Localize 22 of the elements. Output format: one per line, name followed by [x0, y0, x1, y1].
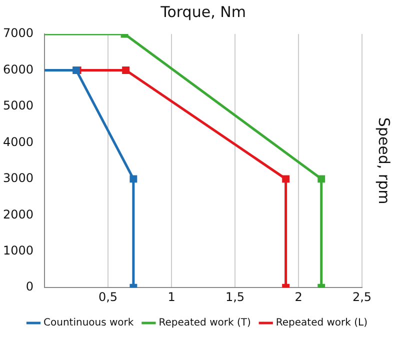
y-tick-label: 2000	[2, 207, 34, 222]
y-tick-label: 1000	[2, 243, 34, 258]
y-tick-label: 7000	[2, 26, 34, 40]
point	[130, 175, 138, 183]
y-tick-label: 6000	[2, 62, 34, 76]
y-axis-title: Speed, rpm	[375, 117, 394, 204]
y-tick-label: 0	[26, 280, 34, 294]
y-tick-label: 4000	[2, 134, 34, 149]
x-tick-label: 1,5	[225, 290, 245, 304]
point	[318, 175, 326, 183]
x-tick-label: 1	[168, 290, 176, 304]
point	[282, 175, 290, 183]
x-tick-label: 2,5	[352, 290, 372, 304]
point	[122, 66, 130, 74]
legend-label: Repeated work (L)	[276, 318, 368, 329]
x-axis-title: Torque, Nm	[160, 2, 246, 21]
y-tick-label: 3000	[2, 171, 34, 186]
legend-label: Countinuous work	[44, 318, 134, 329]
legend-label: Repeated work (T)	[158, 318, 251, 329]
x-tick-label: 0,5	[98, 290, 118, 304]
x-tick-label: 2	[294, 290, 302, 304]
y-tick-label: 5000	[2, 98, 34, 113]
